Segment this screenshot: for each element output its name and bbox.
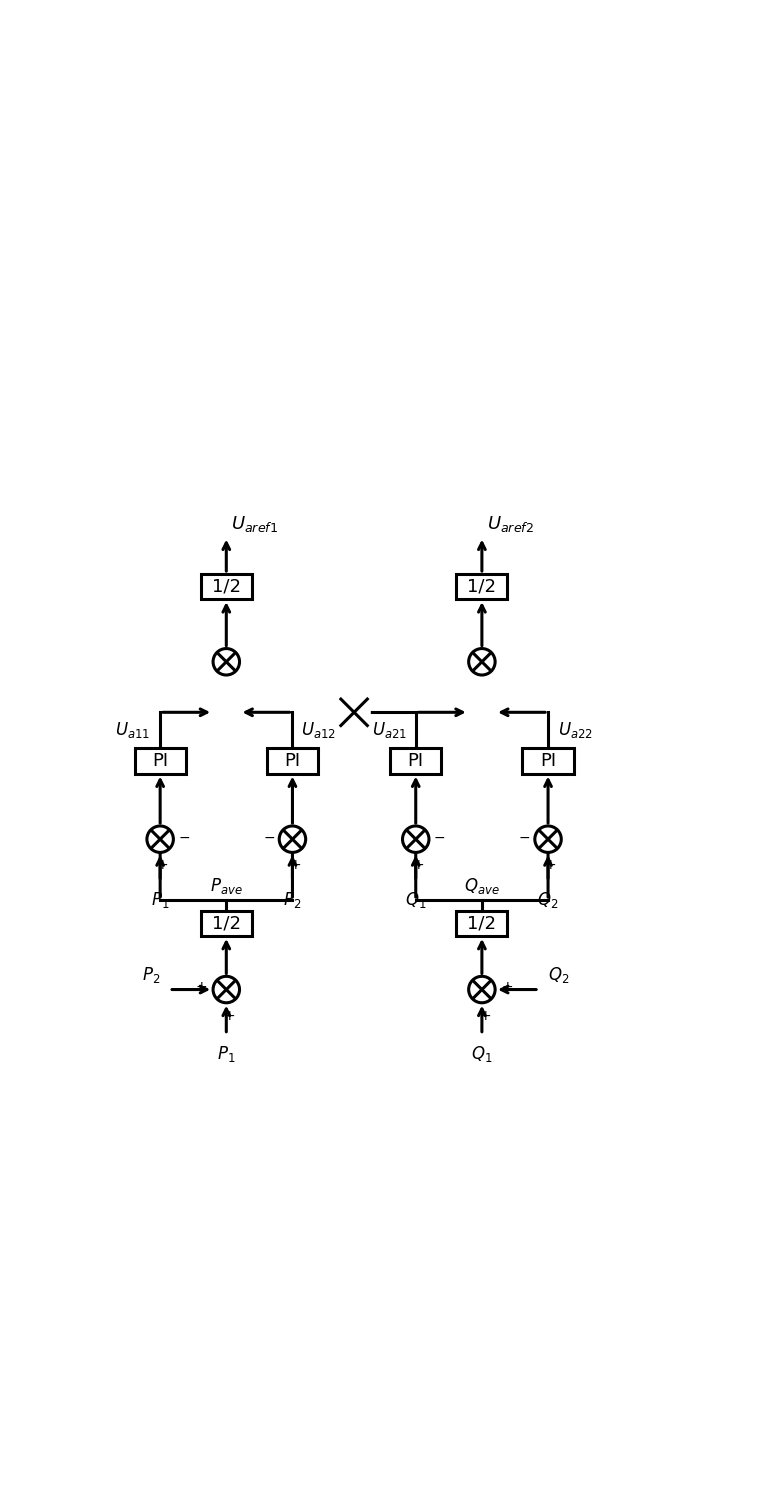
Text: +: + [289,859,300,872]
Text: $U_{aref1}$: $U_{aref1}$ [231,513,279,534]
Text: $-$: $-$ [178,830,190,844]
Text: $U_{a22}$: $U_{a22}$ [558,720,593,740]
Text: PI: PI [152,752,168,770]
Text: 1/2: 1/2 [212,914,241,932]
Text: $U_{a21}$: $U_{a21}$ [372,720,407,740]
Text: +: + [501,980,513,994]
FancyBboxPatch shape [456,911,508,937]
Text: $Q_2$: $Q_2$ [538,890,559,910]
Text: PI: PI [540,752,556,770]
FancyBboxPatch shape [267,749,318,773]
Text: $P_1$: $P_1$ [151,890,169,910]
Text: 1/2: 1/2 [467,914,497,932]
Text: $-$: $-$ [433,830,445,844]
Circle shape [469,976,495,1003]
Text: $U_{aref2}$: $U_{aref2}$ [487,513,534,534]
Text: +: + [545,859,556,872]
Text: $Q_1$: $Q_1$ [405,890,427,910]
FancyBboxPatch shape [456,573,508,599]
Text: $U_{a11}$: $U_{a11}$ [116,720,151,740]
Text: $P_2$: $P_2$ [142,965,160,985]
Text: +: + [196,980,207,994]
FancyBboxPatch shape [390,749,442,773]
Circle shape [535,826,561,853]
Text: PI: PI [407,752,424,770]
Text: PI: PI [284,752,300,770]
Text: +: + [479,1009,490,1022]
FancyBboxPatch shape [201,911,252,937]
Text: $P_1$: $P_1$ [217,1043,235,1064]
Text: 1/2: 1/2 [212,578,241,596]
Circle shape [147,826,173,853]
Text: $Q_2$: $Q_2$ [548,965,570,985]
FancyBboxPatch shape [201,573,252,599]
Circle shape [213,976,240,1003]
Circle shape [469,648,495,675]
Circle shape [213,648,240,675]
FancyBboxPatch shape [522,749,573,773]
Text: $Q_{ave}$: $Q_{ave}$ [464,875,500,896]
FancyBboxPatch shape [134,749,185,773]
Text: 1/2: 1/2 [467,578,497,596]
Text: $Q_1$: $Q_1$ [471,1043,493,1064]
Text: +: + [412,859,424,872]
Text: $P_2$: $P_2$ [283,890,302,910]
Circle shape [403,826,429,853]
Text: +: + [223,1009,235,1022]
Text: $-$: $-$ [518,830,531,844]
Text: $P_{ave}$: $P_{ave}$ [210,875,243,896]
Circle shape [279,826,306,853]
Text: $U_{a12}$: $U_{a12}$ [301,720,336,740]
Text: +: + [157,859,168,872]
Text: $-$: $-$ [263,830,275,844]
